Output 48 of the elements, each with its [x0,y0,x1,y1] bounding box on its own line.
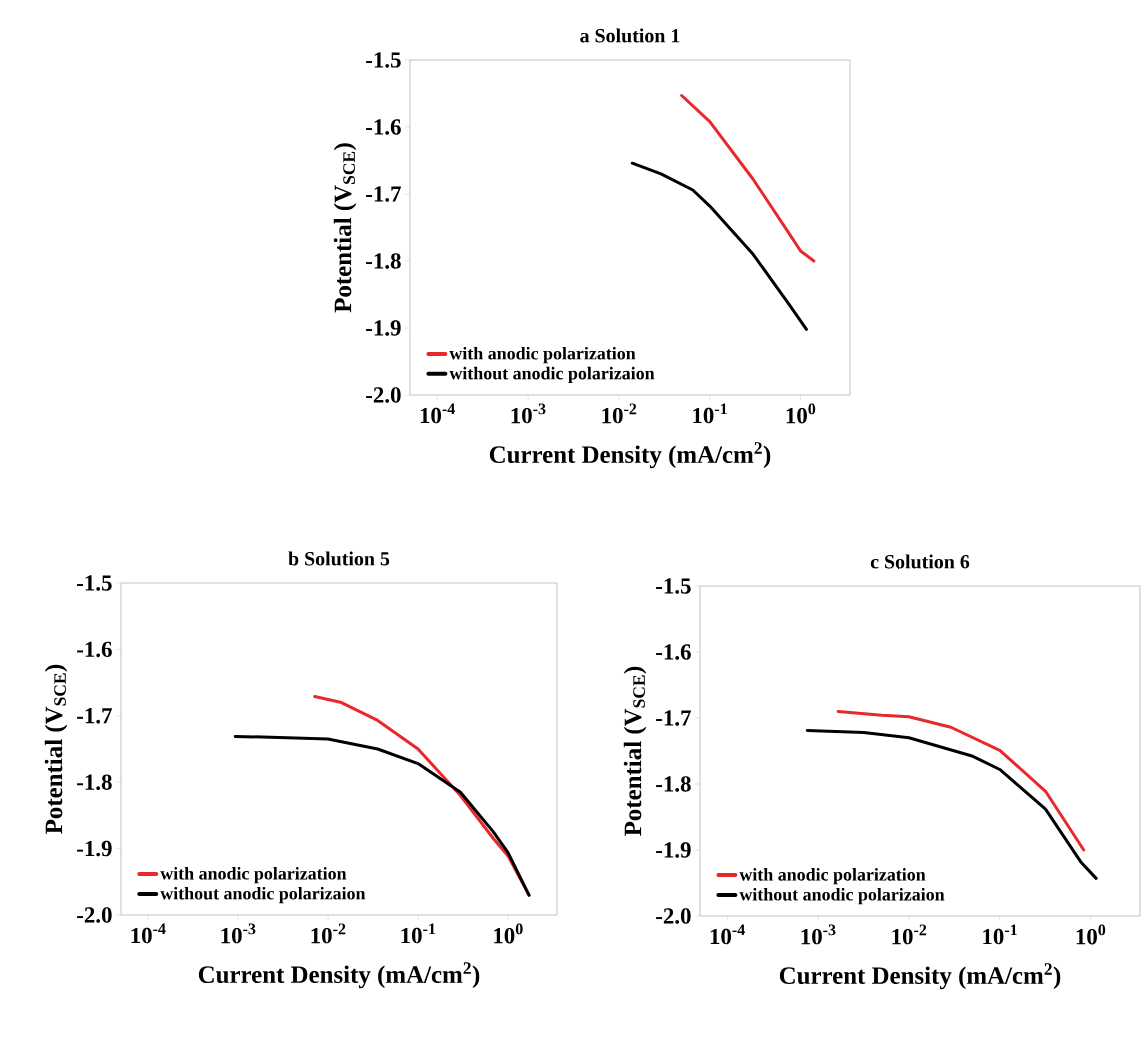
x-tick-label: 10$^{0}$ [1076,924,1106,945]
y-tick-label: -1.8 [77,774,112,790]
y-axis-title: Potential (V$_{SCE}$) [333,143,357,313]
y-tick-label: -2.0 [656,908,691,924]
chart-title: b Solution 5 [288,551,390,566]
y-tick-label: -1.5 [656,578,691,594]
x-tick-label: 10$^{-1}$ [983,924,1017,945]
y-tick-label: -1.6 [77,641,112,658]
y-tick-label: -1.9 [77,840,112,857]
y-axis-title: Potential (V$_{SCE}$) [623,666,647,836]
x-tick-label: 10$^{-3}$ [221,923,256,944]
x-tick-label: 10$^{0}$ [494,923,523,944]
y-tick-label: -2.0 [366,387,401,403]
x-tick-label: 10$^{-4}$ [710,924,745,945]
legend-label: without anodic polarizaion [449,366,655,384]
y-tick-label: -1.7 [656,710,691,726]
y-tick-label: -1.9 [656,842,691,858]
x-tick-label: 10$^{-2}$ [602,403,637,424]
chart-title: c Solution 6 [870,554,970,569]
y-tick-label: -1.9 [366,320,401,336]
x-axis-title: Current Density (mA/cm$^{2}$) [198,962,480,989]
x-axis-title: Current Density (mA/cm$^{2}$) [489,442,771,469]
y-tick-label: -1.7 [77,708,112,724]
y-tick-label: -2.0 [77,907,112,923]
legend-label: with anodic polarization [739,868,926,885]
x-tick-label: 10$^{-1}$ [401,923,436,944]
x-tick-label: 10$^{-3}$ [801,924,836,945]
y-axis-title: Potential (V$_{SCE}$) [44,664,68,834]
legend-label: with anodic polarization [160,867,347,884]
x-tick-label: 10$^{0}$ [786,403,816,424]
y-tick-label: -1.8 [366,253,401,269]
x-tick-label: 10$^{-4}$ [420,403,455,424]
y-tick-label: -1.8 [656,776,691,792]
y-tick-label: -1.6 [656,644,691,660]
x-tick-label: 10$^{-4}$ [131,923,166,944]
x-tick-label: 10$^{-3}$ [511,403,546,424]
y-tick-label: -1.5 [366,52,401,68]
legend-label: with anodic polarization [449,346,636,364]
x-tick-label: 10$^{-2}$ [892,924,927,945]
x-tick-label: 10$^{-1}$ [693,403,727,424]
y-tick-label: -1.5 [77,575,112,591]
legend-label: without anodic polarizaion [739,887,945,905]
x-tick-label: 10$^{-2}$ [311,923,346,944]
y-tick-label: -1.6 [366,119,401,135]
chart-title: a Solution 1 [580,28,680,43]
y-tick-label: -1.7 [366,186,401,202]
x-axis-title: Current Density (mA/cm$^{2}$) [779,963,1061,990]
legend-label: without anodic polarizaion [160,886,366,904]
